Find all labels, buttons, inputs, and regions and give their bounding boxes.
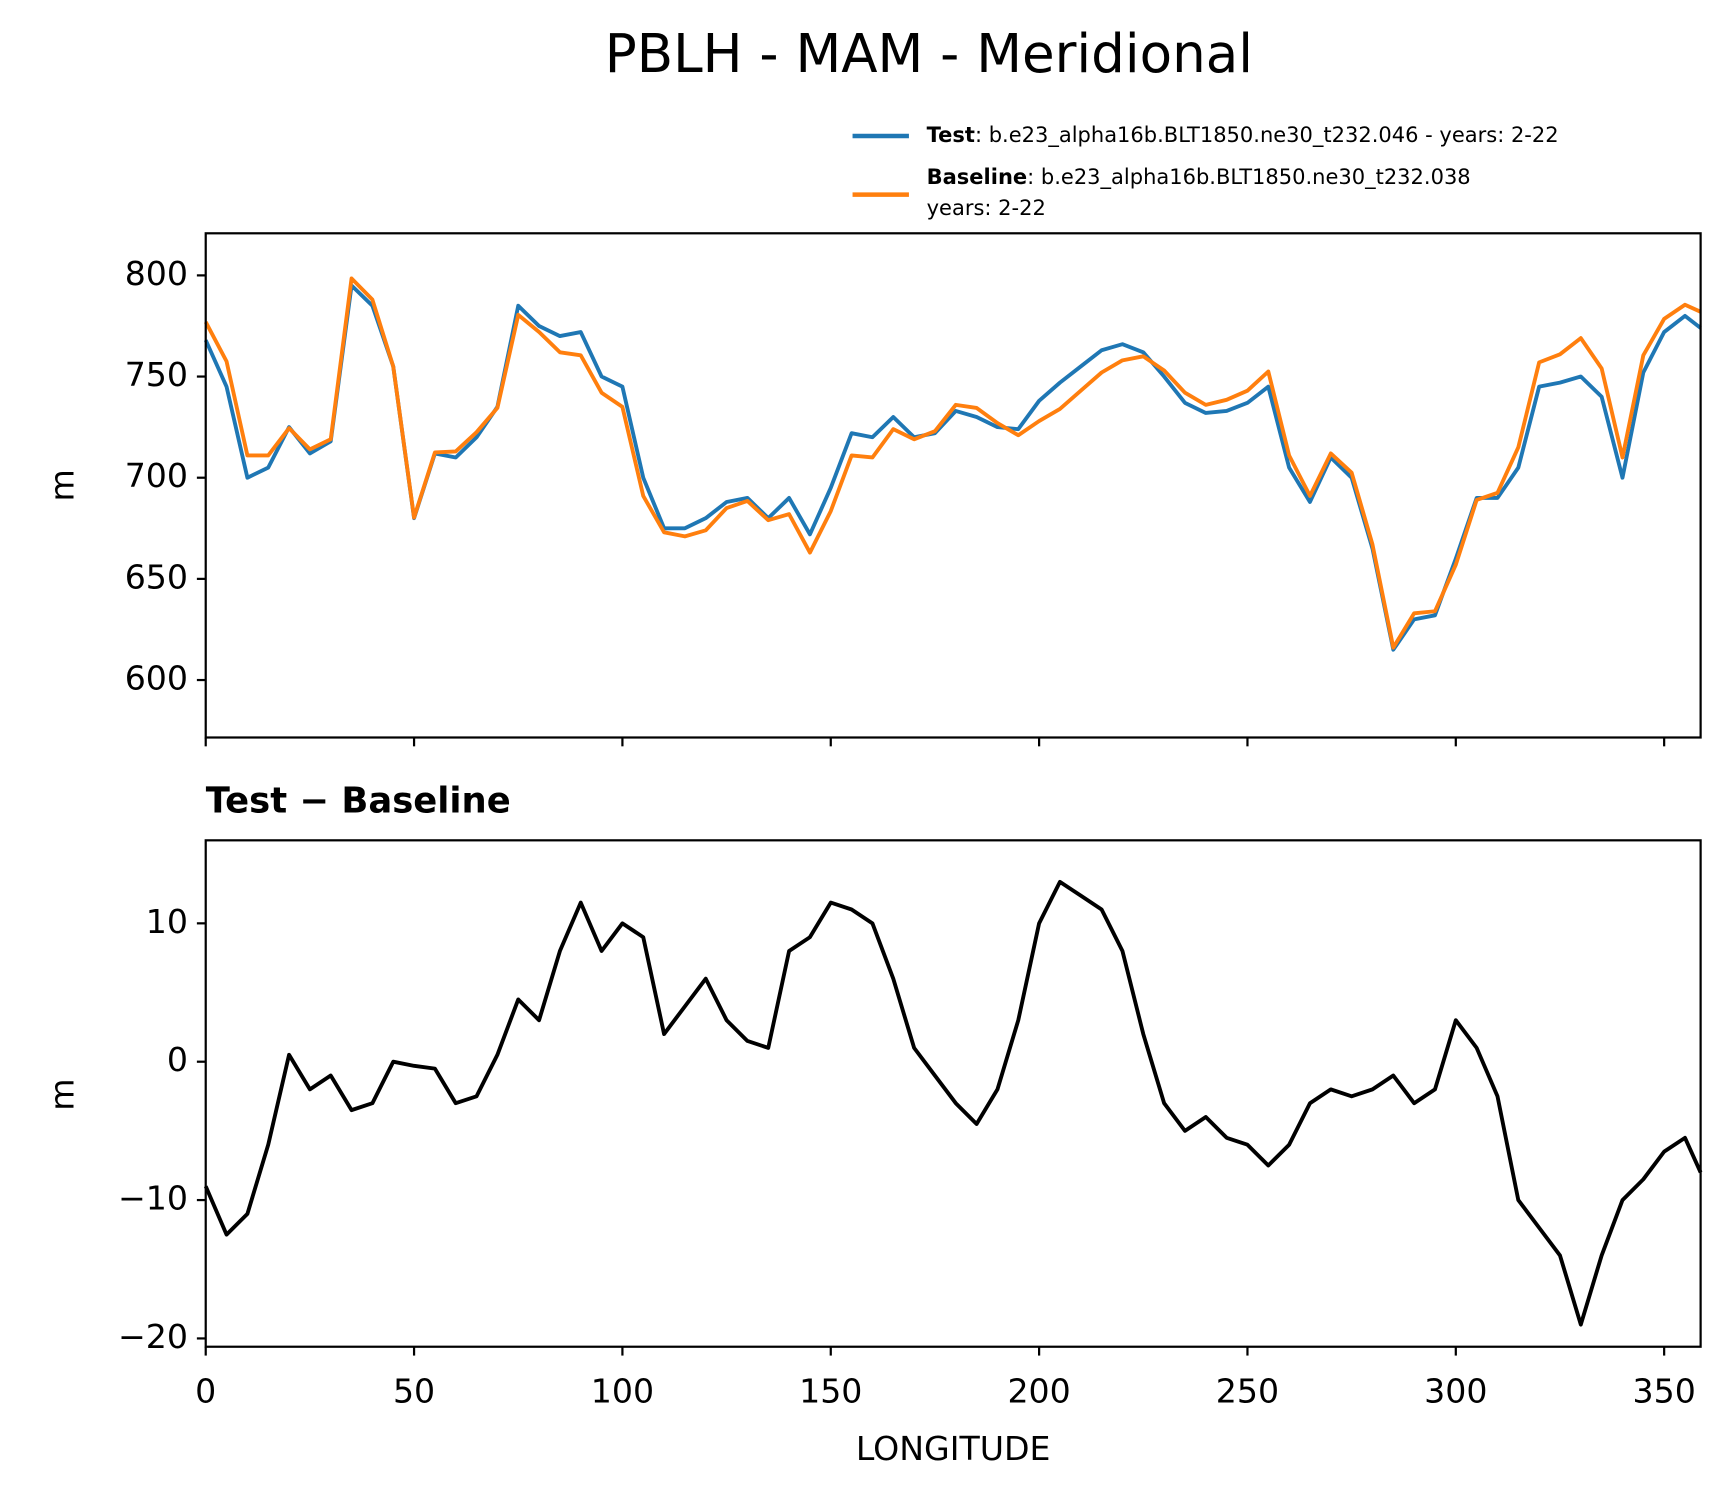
y-tick-label: 700 [125,456,188,495]
series-line [204,276,1702,650]
legend-name: Baseline [927,165,1028,189]
x-tick-label: 350 [1633,1372,1696,1411]
subplot-title: Test − Baseline [206,781,511,822]
y-tick-label: 600 [125,659,188,698]
y-axis-label: m [43,1078,82,1110]
legend-entry: Baseline: b.e23_alpha16b.BLT1850.ne30_t2… [927,165,1471,190]
legend: Test: b.e23_alpha16b.BLT1850.ne30_t232.0… [852,123,1559,220]
legend-description: : b.e23_alpha16b.BLT1850.ne30_t232.038 [1027,165,1471,190]
y-tick-label: 800 [125,254,188,293]
y-tick-label: 750 [125,355,188,394]
series-line [203,879,1703,1327]
y-tick-label: −20 [118,1317,188,1356]
legend-entry: Test: b.e23_alpha16b.BLT1850.ne30_t232.0… [927,123,1559,148]
legend-description: years: 2-22 [927,196,1046,220]
x-tick-label: 250 [1216,1372,1279,1411]
axes-frame [204,839,1702,1348]
legend-description: : b.e23_alpha16b.BLT1850.ne30_t232.046 -… [975,123,1559,148]
y-tick-label: −10 [118,1179,188,1218]
y-tick-label: 0 [167,1040,188,1079]
y-axis-label: m [43,469,82,501]
x-tick-label: 300 [1424,1372,1487,1411]
x-tick-label: 50 [393,1372,435,1411]
axes-frame [204,232,1702,739]
x-tick-label: 0 [195,1372,216,1411]
y-tick-label: 650 [125,557,188,596]
y-tick-label: 10 [146,902,188,941]
chart-title: PBLH - MAM - Meridional [605,23,1253,85]
x-tick-label: 200 [1007,1372,1070,1411]
x-tick-label: 100 [591,1372,654,1411]
x-tick-label: 150 [799,1372,862,1411]
x-axis-label: LONGITUDE [856,1429,1051,1468]
legend-name: Test [927,123,975,147]
